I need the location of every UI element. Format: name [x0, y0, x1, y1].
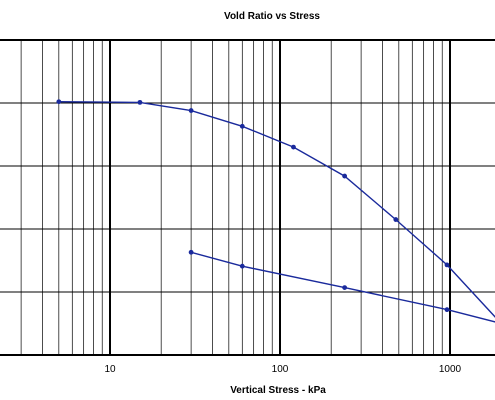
grid — [0, 39, 495, 356]
data-point — [393, 217, 399, 222]
data-point — [56, 99, 62, 105]
data-point — [137, 99, 143, 105]
data-point — [188, 249, 194, 255]
x-tick-label: 1000 — [439, 364, 462, 375]
series-group — [56, 99, 495, 323]
series-line-1 — [58, 101, 495, 318]
chart-title: Vold Ratio vs Stress — [224, 11, 320, 22]
data-point — [291, 144, 296, 150]
data-point — [342, 173, 348, 179]
data-point — [444, 307, 450, 313]
x-tick-label: 100 — [272, 364, 289, 375]
data-point — [239, 123, 245, 129]
data-point — [444, 262, 450, 268]
data-point — [342, 285, 348, 290]
x-tick-labels: 10 100 1000 — [104, 364, 461, 375]
data-point — [188, 108, 194, 113]
data-point — [239, 263, 245, 269]
x-axis-label: Vertical Stress - kPa — [230, 385, 326, 396]
x-tick-label: 10 — [104, 364, 116, 375]
